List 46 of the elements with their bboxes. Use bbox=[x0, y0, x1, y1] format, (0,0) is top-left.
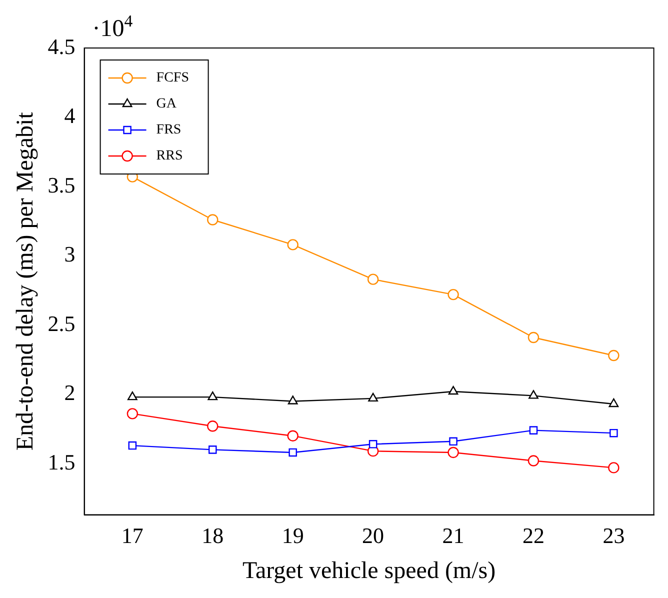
x-tick-label: 18 bbox=[202, 522, 224, 548]
point bbox=[288, 396, 298, 404]
point bbox=[448, 386, 458, 395]
point bbox=[608, 350, 620, 362]
y-tick-label: 2 bbox=[64, 380, 76, 406]
x-tick-label: 22 bbox=[522, 522, 544, 548]
y-tick-label: 3 bbox=[64, 242, 76, 267]
point bbox=[449, 437, 458, 446]
point bbox=[207, 214, 218, 226]
point bbox=[528, 390, 538, 399]
x-tick-label: 19 bbox=[282, 522, 304, 548]
y-axis-title: End-to-end delay (ms) per Megabit bbox=[12, 112, 39, 451]
point bbox=[127, 391, 138, 400]
x-tick-label: 23 bbox=[602, 522, 625, 548]
point bbox=[368, 440, 378, 448]
point bbox=[367, 274, 379, 285]
point bbox=[287, 239, 298, 250]
point bbox=[448, 288, 459, 300]
legend-label: FRS bbox=[156, 122, 182, 138]
point bbox=[128, 441, 137, 450]
x-tick-label: 17 bbox=[121, 522, 144, 548]
point bbox=[528, 455, 540, 466]
legend-label: FCFS bbox=[156, 70, 190, 86]
point bbox=[448, 446, 459, 458]
point bbox=[288, 448, 297, 457]
y-tick-label: 3.5 bbox=[48, 172, 76, 198]
point bbox=[608, 398, 619, 408]
y-tick-label: 4.5 bbox=[48, 34, 76, 59]
point bbox=[529, 426, 538, 434]
y-tick-label: 2.5 bbox=[48, 310, 76, 336]
point bbox=[208, 446, 217, 454]
y-tick-label: 1.5 bbox=[48, 449, 76, 474]
legend-label: RRS bbox=[156, 148, 183, 164]
y-tick-label: 4 bbox=[64, 103, 76, 128]
x-tick-label: 20 bbox=[362, 522, 384, 548]
point bbox=[287, 430, 298, 442]
x-tick-label: 21 bbox=[442, 522, 464, 548]
point bbox=[368, 392, 378, 402]
point bbox=[608, 462, 620, 474]
legend-label: GA bbox=[156, 96, 178, 112]
point bbox=[528, 332, 540, 344]
x-axis-title: Target vehicle speed (m/s) bbox=[242, 558, 496, 584]
point bbox=[126, 408, 138, 420]
point bbox=[207, 420, 218, 432]
point bbox=[610, 428, 618, 438]
point bbox=[208, 391, 218, 400]
